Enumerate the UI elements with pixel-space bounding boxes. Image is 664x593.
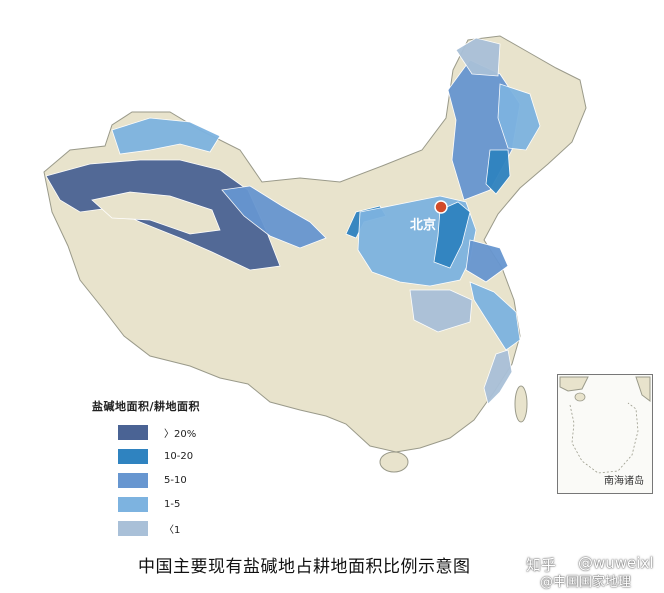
- region-songnen: [485, 149, 511, 195]
- region-qinghai: [221, 185, 327, 249]
- legend-item: 〉20%: [92, 420, 242, 444]
- region-shandong: [465, 239, 509, 283]
- legend-label: 10-20: [164, 450, 194, 462]
- region-east-coast: [483, 349, 513, 405]
- region-desert-core: [91, 191, 221, 235]
- legend-label: 1-5: [164, 498, 181, 510]
- capital-label: 北京: [410, 218, 437, 233]
- legend-swatch: [118, 472, 148, 488]
- region-bohai-coast: [433, 201, 471, 269]
- legend-swatch: [118, 448, 148, 464]
- legend-item: 10-20: [92, 444, 242, 468]
- legend-label: 〉20%: [164, 428, 197, 440]
- region-northeast-plain: [497, 83, 541, 151]
- legend-item: 5-10: [92, 468, 242, 492]
- legend-title: 盐碱地面积/耕地面积: [92, 400, 201, 413]
- watermark-user: @wuweixl: [578, 554, 654, 572]
- map-legend: 盐碱地面积/耕地面积 〉20% 10-20 5-10 1-5 〈1: [92, 398, 242, 540]
- legend-swatch: [118, 424, 148, 440]
- region-jiangsu-coast: [469, 281, 521, 351]
- region-huaibei: [409, 289, 473, 333]
- legend-swatch: [118, 520, 148, 536]
- watermark-source: @中国国家地理: [540, 575, 632, 590]
- region-northeast-top: [455, 37, 501, 77]
- taiwan-island: [514, 385, 528, 423]
- inset-label: 南海诸岛: [604, 476, 644, 487]
- legend-label: 5-10: [164, 474, 187, 486]
- inset-map: [559, 376, 651, 474]
- legend-label: 〈1: [164, 524, 181, 536]
- map-caption: 中国主要现有盐碱地占耕地面积比例示意图: [138, 557, 471, 577]
- beijing-marker: [434, 200, 448, 214]
- hainan-island: [379, 451, 409, 473]
- legend-item: 1-5: [92, 492, 242, 516]
- legend-item: 〈1: [92, 516, 242, 540]
- south-china-sea-inset: 南海诸岛: [557, 374, 653, 494]
- region-xinjiang-north: [111, 117, 221, 155]
- legend-swatch: [118, 496, 148, 512]
- watermark-zhihu: 知乎: [526, 556, 557, 574]
